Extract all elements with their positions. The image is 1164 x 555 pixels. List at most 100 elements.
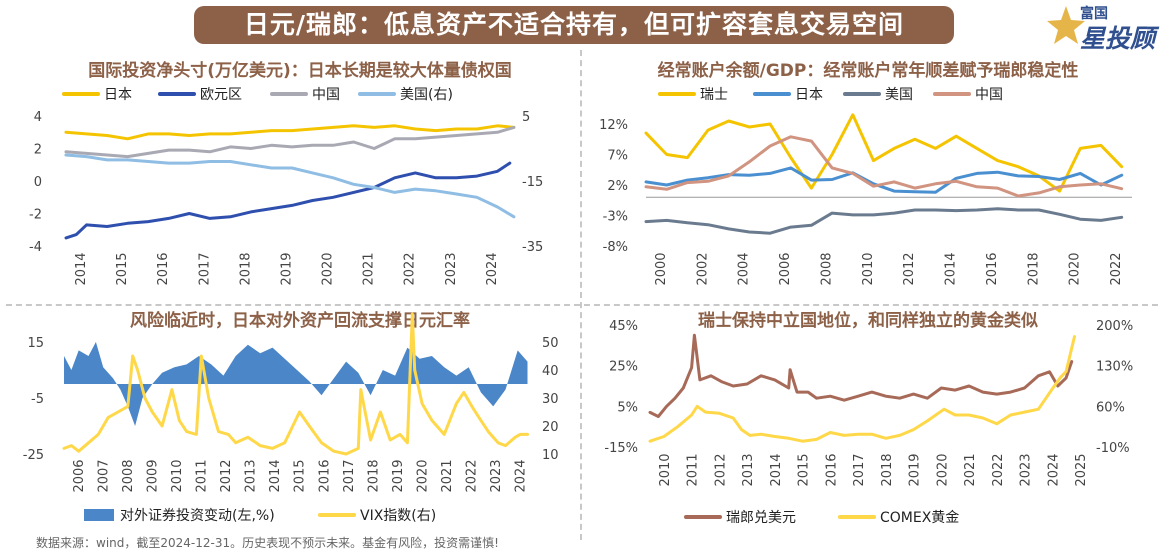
x-tick-label: 2022 bbox=[403, 252, 418, 285]
y2-tick-label: 130% bbox=[1096, 360, 1133, 375]
x-tick-label: 2014 bbox=[74, 252, 89, 285]
x-tick-label: 2021 bbox=[362, 252, 377, 285]
series-line bbox=[648, 333, 1074, 418]
x-tick-label: 2018 bbox=[1026, 252, 1041, 285]
x-tick-label: 2002 bbox=[695, 252, 710, 285]
y-tick-label: 45% bbox=[609, 319, 638, 334]
x-tick-label: 2016 bbox=[317, 459, 332, 492]
x-tick-label: 2022 bbox=[464, 459, 479, 492]
x-tick-label: 2018 bbox=[238, 252, 253, 285]
y2-tick-label: -10% bbox=[1096, 441, 1130, 456]
legend-label: COMEX黄金 bbox=[880, 509, 959, 526]
y-tick-label: 2% bbox=[607, 179, 628, 194]
x-tick-label: 2019 bbox=[908, 453, 923, 486]
x-tick-label: 2022 bbox=[1109, 252, 1124, 285]
star-icon bbox=[1047, 6, 1085, 44]
y-tick-label: -4 bbox=[29, 240, 42, 255]
series-line bbox=[64, 125, 516, 159]
x-tick-label: 2018 bbox=[366, 459, 381, 492]
y-tick-label: 25% bbox=[609, 360, 638, 375]
x-tick-label: 2008 bbox=[121, 459, 136, 492]
x-tick-label: 2014 bbox=[268, 459, 283, 492]
x-tick-label: 2017 bbox=[852, 453, 867, 486]
y-tick-label: 4 bbox=[34, 110, 42, 125]
y-tick-label: 15 bbox=[27, 336, 44, 351]
chart-1: 国际投资净头寸(万亿美元)：日本长期是较大体量债权国 4 2 0 -2 -4 5 -15 -35… bbox=[29, 60, 543, 286]
y2-tick-label: 5 bbox=[522, 110, 530, 125]
x-tick-label: 2024 bbox=[485, 252, 500, 285]
chart-title: 国际投资净头寸(万亿美元)：日本长期是较大体量债权国 bbox=[88, 60, 512, 81]
y2-tick-label: -15 bbox=[522, 175, 543, 190]
x-tick-label: 2020 bbox=[415, 459, 430, 492]
x-tick-label: 2012 bbox=[713, 453, 728, 486]
vertical-divider bbox=[580, 50, 582, 540]
series-area bbox=[64, 342, 528, 426]
banner-title: 日元/瑞郎：低息资产不适合持有，但可扩容套息交易空间 bbox=[194, 6, 954, 44]
y-tick-label: 5% bbox=[617, 400, 638, 415]
y2-tick-label: 50 bbox=[542, 336, 559, 351]
brand-logo: 富国 星投顾 bbox=[1046, 2, 1162, 53]
y-tick-label: -15% bbox=[604, 441, 638, 456]
x-tick-label: 2013 bbox=[741, 453, 756, 486]
x-tick-label: 2017 bbox=[342, 459, 357, 492]
x-tick-label: 2011 bbox=[686, 453, 701, 486]
x-tick-label: 2023 bbox=[489, 459, 504, 492]
x-tick-label: 2024 bbox=[513, 459, 528, 492]
x-tick-label: 2020 bbox=[321, 252, 336, 285]
series-line bbox=[644, 166, 1124, 194]
legend-label: 瑞士 bbox=[700, 87, 728, 103]
legend-label: 美国 bbox=[885, 87, 913, 103]
x-tick-label: 2020 bbox=[935, 453, 950, 486]
x-tick-label: 2010 bbox=[658, 453, 673, 486]
chart-2: 经常账户余额/GDP：经常账户常年顺差赋予瑞郎稳定性 12% 7% 2% -3% -8% 2… bbox=[599, 60, 1132, 286]
x-tick-label: 2014 bbox=[944, 252, 959, 285]
y2-tick-label: 30 bbox=[542, 392, 559, 407]
x-tick-label: 2021 bbox=[440, 459, 455, 492]
x-tick-label: 2017 bbox=[197, 252, 212, 285]
legend-label: 中国 bbox=[975, 87, 1003, 103]
x-tick-label: 2007 bbox=[97, 459, 112, 492]
y-tick-label: 0 bbox=[34, 175, 42, 190]
x-tick-label: 2016 bbox=[824, 453, 839, 486]
x-tick-label: 2006 bbox=[72, 459, 87, 492]
y-tick-label: -5 bbox=[31, 392, 44, 407]
x-tick-label: 2014 bbox=[769, 453, 784, 486]
series-line bbox=[644, 207, 1124, 235]
x-tick-label: 2015 bbox=[797, 453, 812, 486]
y2-tick-label: -35 bbox=[522, 240, 543, 255]
x-tick-label: 2020 bbox=[1068, 252, 1083, 285]
horizontal-divider bbox=[6, 304, 1158, 306]
x-tick-label: 2018 bbox=[880, 453, 895, 486]
x-tick-label: 2015 bbox=[115, 252, 130, 285]
y2-tick-label: 60% bbox=[1096, 400, 1125, 415]
x-tick-label: 2019 bbox=[391, 459, 406, 492]
x-tick-label: 2012 bbox=[219, 459, 234, 492]
legend-swatch bbox=[84, 509, 114, 521]
x-tick-label: 2024 bbox=[1046, 453, 1061, 486]
y-tick-label: 7% bbox=[607, 149, 628, 164]
series-line bbox=[64, 124, 516, 141]
legend-label: 日本 bbox=[104, 87, 132, 103]
chart-4: 瑞士保持中立国地位，和同样独立的黄金类似 45% 25% 5% -15% 200% 130%… bbox=[604, 310, 1133, 526]
x-tick-label: 2016 bbox=[985, 252, 1000, 285]
x-tick-label: 2013 bbox=[244, 459, 259, 492]
x-tick-label: 2025 bbox=[1074, 453, 1089, 486]
x-tick-label: 2022 bbox=[991, 453, 1006, 486]
x-tick-label: 2023 bbox=[1019, 453, 1034, 486]
x-tick-label: 2009 bbox=[146, 459, 161, 492]
x-tick-label: 2023 bbox=[444, 252, 459, 285]
x-tick-label: 2010 bbox=[170, 459, 185, 492]
x-tick-label: 2015 bbox=[293, 459, 308, 492]
x-tick-label: 2000 bbox=[654, 252, 669, 285]
y2-tick-label: 200% bbox=[1096, 319, 1133, 334]
y2-tick-label: 20 bbox=[542, 420, 559, 435]
legend-label: 瑞郎兑美元 bbox=[726, 510, 796, 526]
series-line bbox=[64, 161, 512, 240]
y2-tick-label: 40 bbox=[542, 364, 559, 379]
x-tick-label: 2010 bbox=[861, 252, 876, 285]
legend-label: 中国 bbox=[312, 87, 340, 103]
x-tick-label: 2006 bbox=[778, 252, 793, 285]
x-tick-label: 2016 bbox=[156, 252, 171, 285]
x-tick-label: 2021 bbox=[963, 453, 978, 486]
